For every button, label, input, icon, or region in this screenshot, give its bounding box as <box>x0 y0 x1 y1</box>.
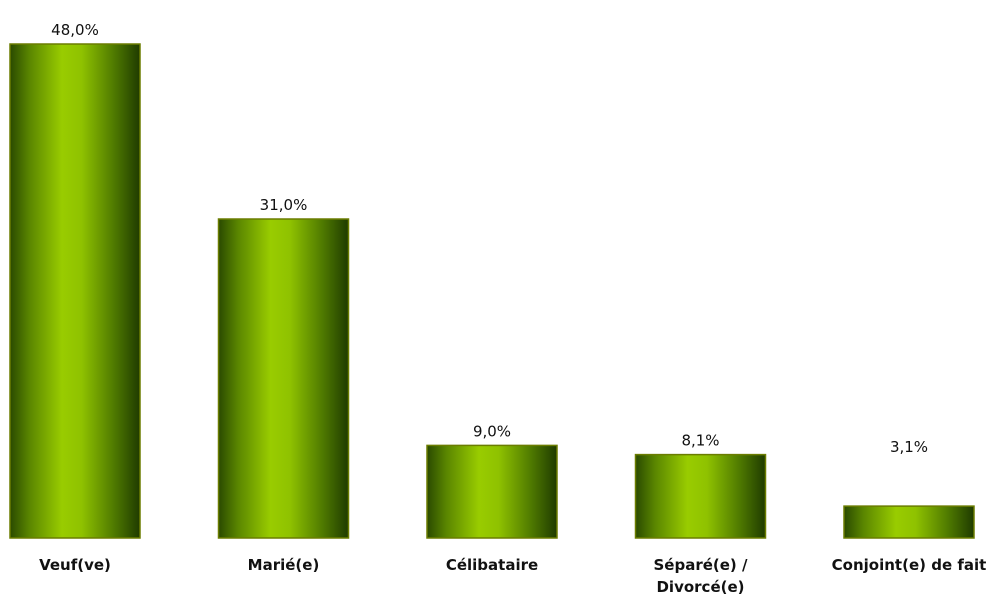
bar-3 <box>634 453 767 539</box>
value-label-1: 31,0% <box>260 196 308 214</box>
category-label-1: Marié(e) <box>248 556 320 574</box>
bars-group <box>9 43 975 539</box>
category-label-0: Veuf(ve) <box>39 556 111 574</box>
bar-0 <box>9 43 141 539</box>
bar-4 <box>843 505 975 539</box>
category-label-line: Séparé(e) / <box>654 556 749 574</box>
value-label-0: 48,0% <box>51 21 99 39</box>
value-label-3: 8,1% <box>681 432 719 450</box>
category-label-line: Divorcé(e) <box>656 578 744 596</box>
category-label-line: Conjoint(e) de fait <box>832 556 987 574</box>
category-label-3: Séparé(e) / Divorcé(e) <box>654 556 749 596</box>
value-labels-group: 48,0% 31,0% 9,0% 8,1% 3,1% <box>51 21 928 456</box>
category-label-4: Conjoint(e) de fait <box>832 556 987 574</box>
bar-1 <box>217 218 350 539</box>
category-label-line: Veuf(ve) <box>39 556 111 574</box>
category-label-2: Célibataire <box>446 556 538 574</box>
value-label-4: 3,1% <box>890 438 928 456</box>
category-label-line: Marié(e) <box>248 556 320 574</box>
category-label-line: Célibataire <box>446 556 538 574</box>
value-label-2: 9,0% <box>473 422 511 440</box>
bar-2 <box>426 444 558 539</box>
category-labels-group: Veuf(ve) Marié(e) Célibataire Séparé(e) / Di… <box>39 556 986 596</box>
